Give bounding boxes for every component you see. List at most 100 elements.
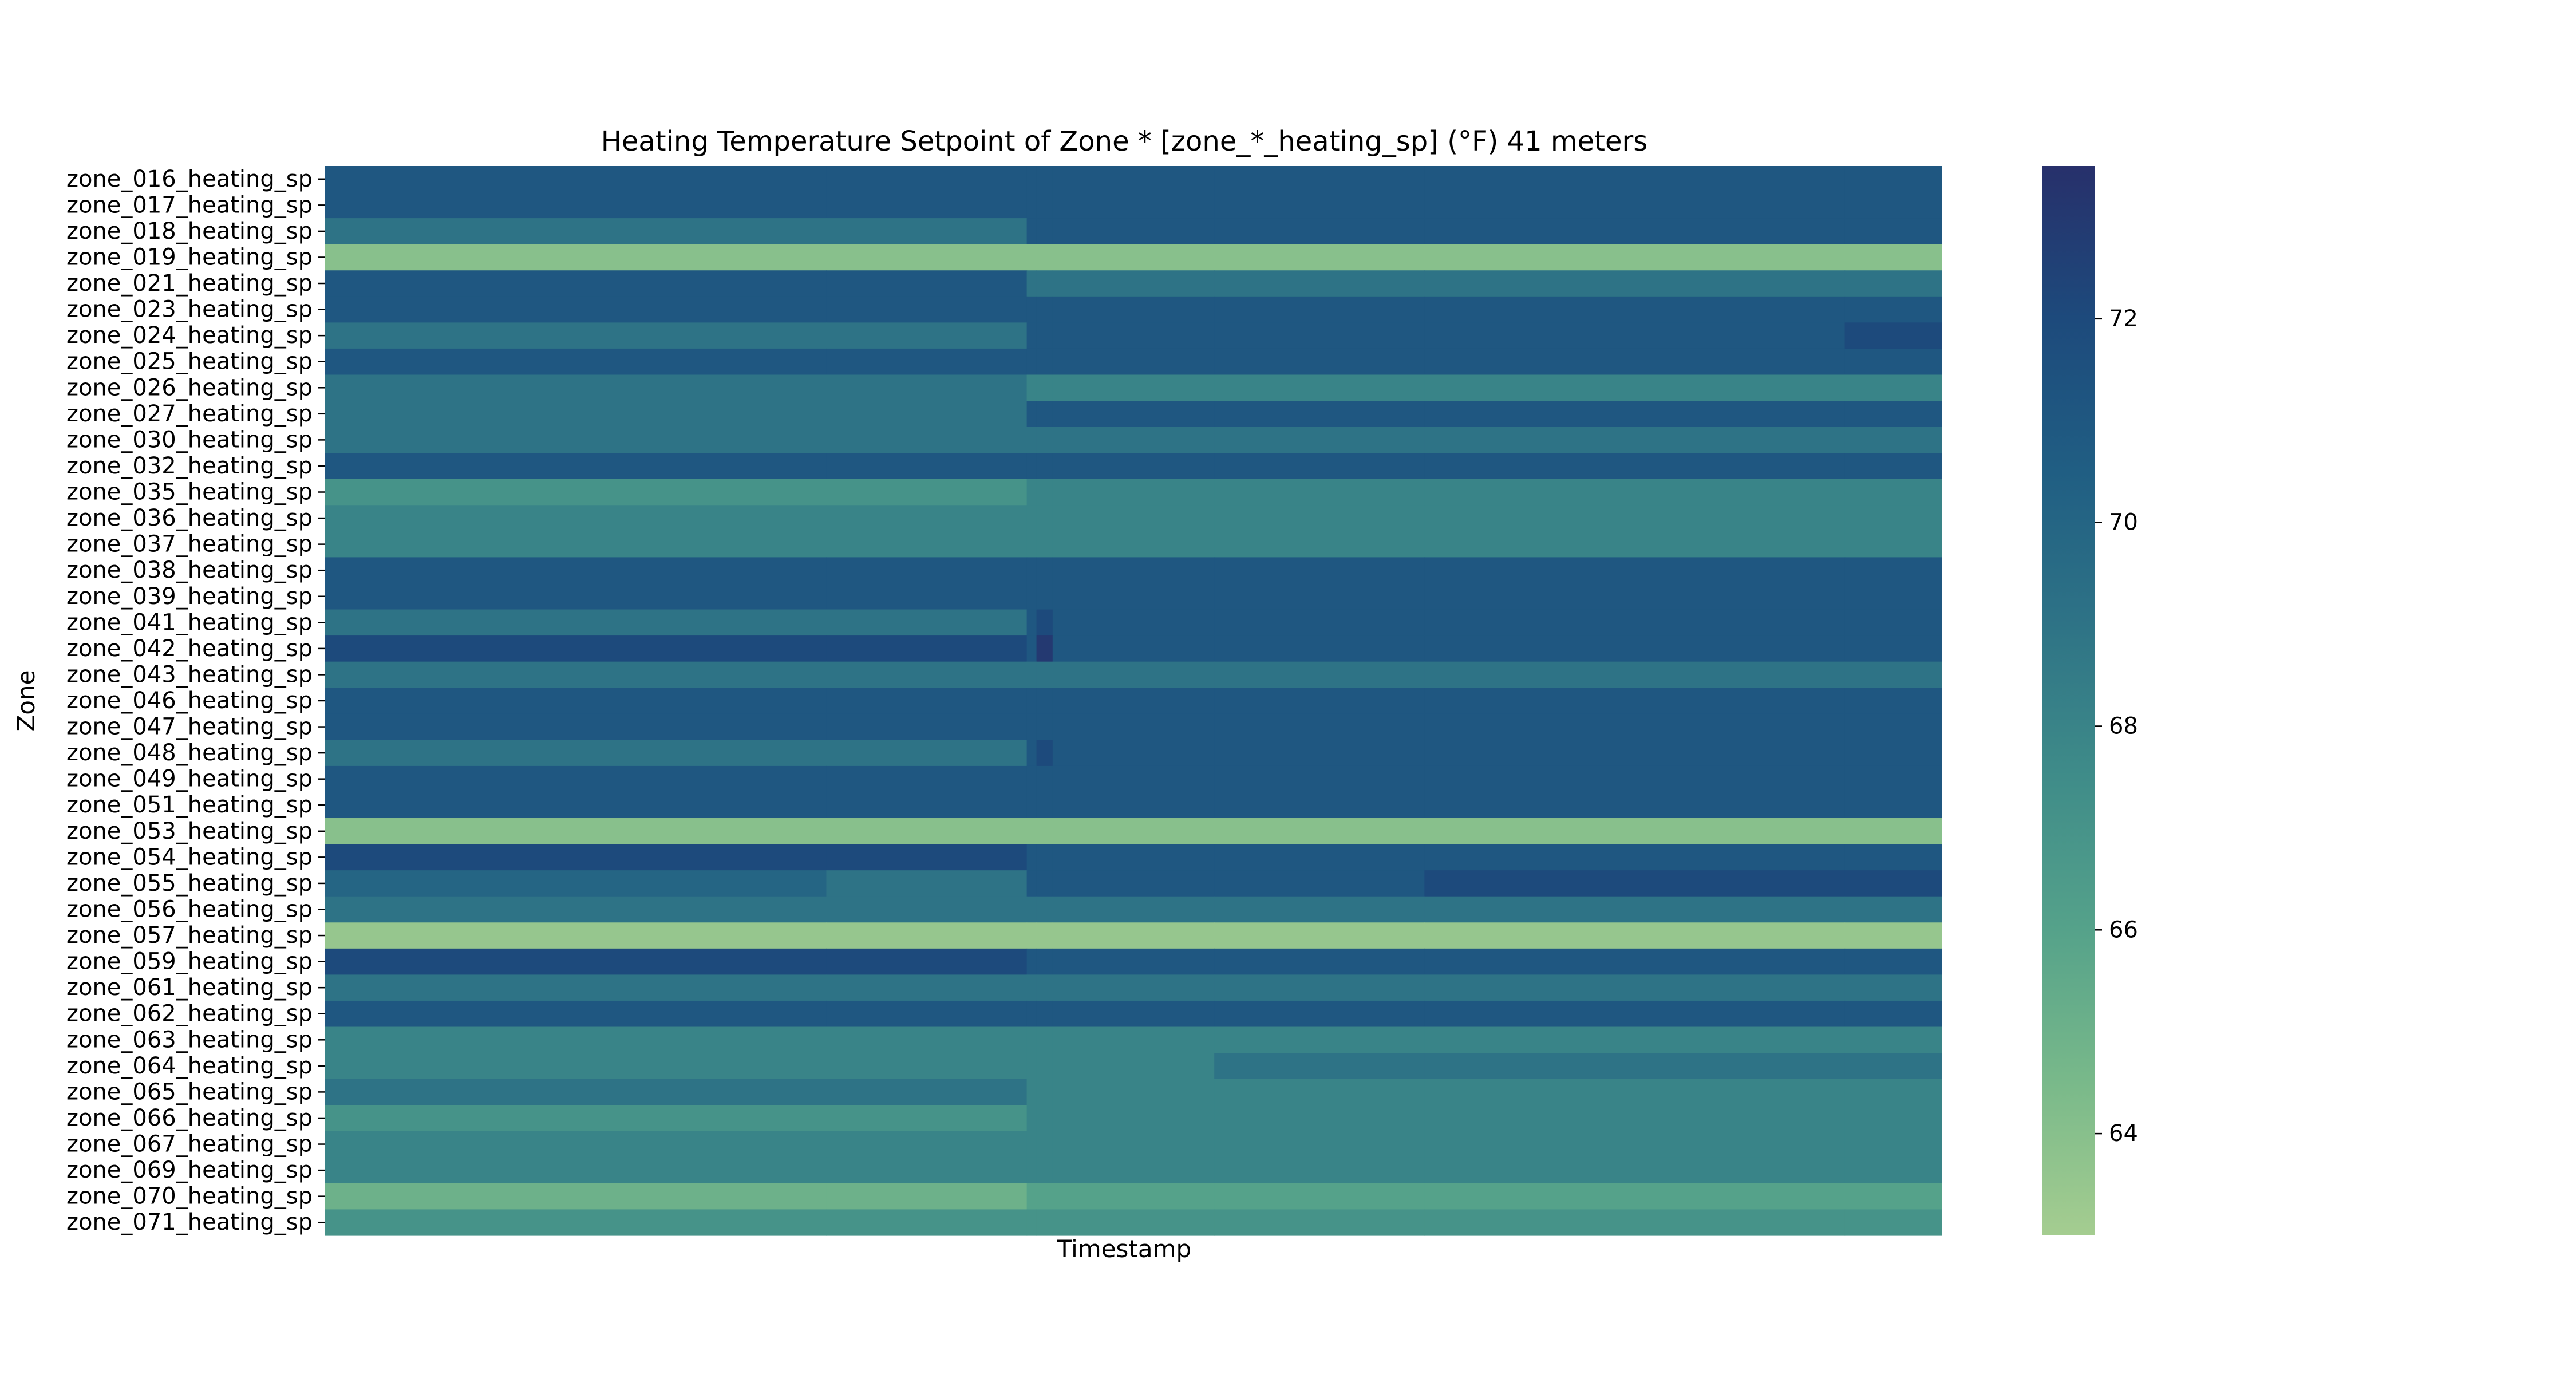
heatmap-cell [1052, 453, 1215, 480]
heatmap-cell [325, 1183, 827, 1210]
y-tick-label: zone_027_heating_sp [66, 401, 313, 427]
y-tick-label: zone_048_heating_sp [66, 740, 313, 766]
heatmap-cell [826, 427, 1028, 453]
heatmap-cell [1036, 557, 1053, 584]
heatmap-cell [1026, 713, 1037, 740]
heatmap-cell [1026, 192, 1037, 219]
heatmap-cell [1424, 974, 1846, 1001]
heatmap-cell [1844, 688, 1942, 714]
y-axis-ticks: zone_016_heating_spzone_017_heating_spzo… [66, 166, 325, 1235]
heatmap-cell [1026, 1026, 1037, 1053]
heatmap-cell [1036, 792, 1053, 819]
heatmap-cell [1036, 818, 1053, 845]
heatmap-cell [1424, 1026, 1846, 1053]
y-tick-label: zone_057_heating_sp [66, 922, 313, 949]
heatmap-cell [1214, 609, 1425, 636]
heatmap-cell [1052, 740, 1215, 767]
heatmap-cell [325, 1105, 827, 1132]
heatmap-cell [325, 974, 827, 1001]
heatmap-cell [1052, 270, 1215, 297]
heatmap-cell [1844, 713, 1942, 740]
heatmap-cell [1052, 1209, 1215, 1236]
heatmap-cell [1214, 1105, 1425, 1132]
heatmap-cell [1052, 166, 1215, 193]
heatmap-cell [1026, 244, 1037, 271]
heatmap-cell [1844, 244, 1942, 271]
heatmap-cell [1844, 401, 1942, 428]
heatmap-cell [1844, 609, 1942, 636]
y-tick-label: zone_061_heating_sp [66, 974, 313, 1001]
heatmap-cell [1214, 166, 1425, 193]
heatmap-cell [826, 1131, 1028, 1158]
heatmap-cell [325, 218, 827, 245]
heatmap-cell [1026, 557, 1037, 584]
y-tick-label: zone_046_heating_sp [66, 688, 313, 714]
y-tick-label: zone_037_heating_sp [66, 531, 313, 558]
heatmap-cell [325, 374, 827, 401]
colorbar-tick-label: 66 [2109, 917, 2138, 943]
heatmap-cell [1214, 505, 1425, 532]
heatmap-cell [1052, 922, 1215, 949]
heatmap-cell [826, 1053, 1028, 1080]
heatmap-cell [1036, 1026, 1053, 1053]
heatmap-cell [1026, 218, 1037, 245]
colorbar-tick-label: 68 [2109, 713, 2138, 739]
y-tick-label: zone_024_heating_sp [66, 322, 313, 349]
heatmap-cell [1424, 609, 1846, 636]
heatmap-cell [1036, 453, 1053, 480]
heatmap-cell [1424, 244, 1846, 271]
heatmap-cell [1026, 583, 1037, 610]
heatmap-cell [1214, 896, 1425, 923]
heatmap-cell [1036, 740, 1053, 767]
heatmap-cell [1424, 505, 1846, 532]
heatmap-cell [1036, 1157, 1053, 1184]
heatmap-cell [1214, 922, 1425, 949]
heatmap-cell [1424, 322, 1846, 349]
heatmap-cell [1026, 974, 1037, 1001]
heatmap-cell [826, 740, 1028, 767]
heatmap-cell [1214, 818, 1425, 845]
heatmap-cell [325, 270, 827, 297]
heatmap-cell [1214, 1053, 1425, 1080]
colorbar-tick-label: 70 [2109, 510, 2138, 536]
heatmap-cell [1052, 792, 1215, 819]
heatmap-cell [1844, 1131, 1942, 1158]
heatmap-cell [1844, 192, 1942, 219]
x-axis-label: Timestamp [1057, 1235, 1191, 1263]
heatmap-cell [1424, 922, 1846, 949]
heatmap-cell [1036, 244, 1053, 271]
heatmap-cell [1844, 974, 1942, 1001]
heatmap-cell [1214, 740, 1425, 767]
y-tick-label: zone_039_heating_sp [66, 583, 313, 610]
y-tick-label: zone_047_heating_sp [66, 714, 313, 740]
heatmap-cell [1214, 688, 1425, 714]
heatmap-cell [1424, 844, 1846, 871]
heatmap-cell [1214, 713, 1425, 740]
heatmap-cell [1026, 765, 1037, 793]
heatmap-cell [826, 948, 1028, 975]
heatmap-cell [1844, 583, 1942, 610]
heatmap-cell [1424, 479, 1846, 506]
y-tick-label: zone_065_heating_sp [66, 1079, 313, 1105]
heatmap-cell [325, 322, 827, 349]
heatmap-cell [1052, 661, 1215, 688]
heatmap-cell [325, 583, 827, 610]
heatmap-cell [1026, 635, 1037, 662]
heatmap-cell [1026, 1000, 1037, 1028]
heatmap-cell [1424, 896, 1846, 923]
y-tick-label: zone_070_heating_sp [66, 1183, 313, 1210]
heatmap-cell [1052, 1131, 1215, 1158]
heatmap-cell [1036, 296, 1053, 323]
heatmap-cell [1036, 531, 1053, 558]
heatmap-cell [1026, 1157, 1037, 1184]
heatmap-cell [1844, 1105, 1942, 1132]
heatmap-cell [1214, 635, 1425, 662]
heatmap-cell [1424, 1157, 1846, 1184]
heatmap-cell [1036, 870, 1053, 897]
heatmap-cell [1844, 531, 1942, 558]
heatmap-cell [1026, 166, 1037, 193]
heatmap-cell [1026, 479, 1037, 506]
heatmap-cell [1424, 218, 1846, 245]
heatmap-cell [1026, 1105, 1037, 1132]
heatmap-cell [1052, 374, 1215, 401]
